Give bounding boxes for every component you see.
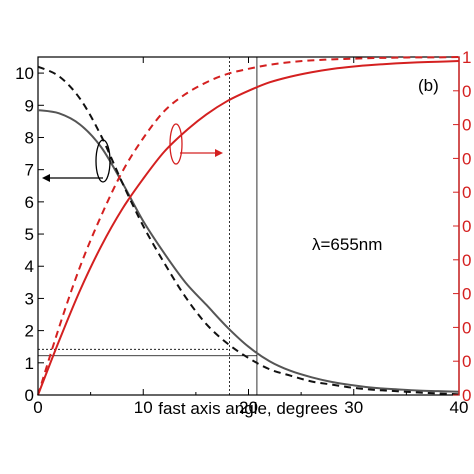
- series-layer: [37, 56, 460, 396]
- plot-area: [37, 56, 460, 396]
- y-right-tick-label: 0: [462, 149, 471, 168]
- y-left-tick-label: 0: [25, 386, 34, 405]
- y-left-tick-label: 9: [25, 96, 34, 115]
- red-curves-ellipse: [169, 123, 183, 165]
- series-line-3: [37, 60, 460, 396]
- y-left-tick-label: 4: [25, 257, 34, 276]
- annotations: (b) λ=655nm fast axis angle, degrees: [42, 76, 439, 418]
- y-right-tick-label: 0: [462, 251, 471, 270]
- y-left-tick-label: 8: [25, 128, 34, 147]
- series-line-1: [37, 109, 460, 393]
- y-left-tick-label: 6: [25, 193, 34, 212]
- x-tick-label: 20: [239, 398, 258, 417]
- series-line-2: [37, 65, 460, 396]
- x-tick-label: 10: [134, 398, 153, 417]
- panel-label: (b): [418, 76, 439, 95]
- left-pointer-arrowhead: [42, 174, 50, 182]
- y-right-tick-label: 0: [462, 318, 471, 337]
- y-left-tick-label: 5: [25, 225, 34, 244]
- y-right-tick-label: 0: [462, 386, 471, 405]
- y-right-tick-label: 0: [462, 217, 471, 236]
- y-left-tick-label: 3: [25, 289, 34, 308]
- y-right-tick-label: 0: [462, 183, 471, 202]
- wavelength-annotation: λ=655nm: [312, 235, 382, 254]
- x-tick-label: 30: [344, 398, 363, 417]
- series-line-4: [37, 56, 460, 396]
- right-pointer-arrowhead: [215, 149, 223, 157]
- x-tick-label: 0: [33, 398, 42, 417]
- y-right-tick-label: 0: [462, 116, 471, 135]
- x-axis-title: fast axis angle, degrees: [158, 399, 338, 418]
- black-curves-ellipse: [95, 139, 111, 183]
- y-left-tick-label: 1: [25, 354, 34, 373]
- y-left-tick-label: 2: [25, 322, 34, 341]
- y-right-tick-label: 0: [462, 352, 471, 371]
- x-tick-label: 40: [450, 398, 469, 417]
- plot-frame: [37, 56, 460, 396]
- y-left-tick-label: 7: [25, 161, 34, 180]
- y-right-tick-label: 1: [462, 48, 471, 67]
- y-right-tick-label: 0: [462, 285, 471, 304]
- y-right-tick-label: 0: [462, 82, 471, 101]
- reference-lines: [38, 57, 258, 395]
- y-left-tick-label: 10: [15, 64, 34, 83]
